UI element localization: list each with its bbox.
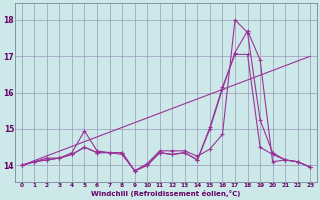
X-axis label: Windchill (Refroidissement éolien,°C): Windchill (Refroidissement éolien,°C) [91,190,241,197]
